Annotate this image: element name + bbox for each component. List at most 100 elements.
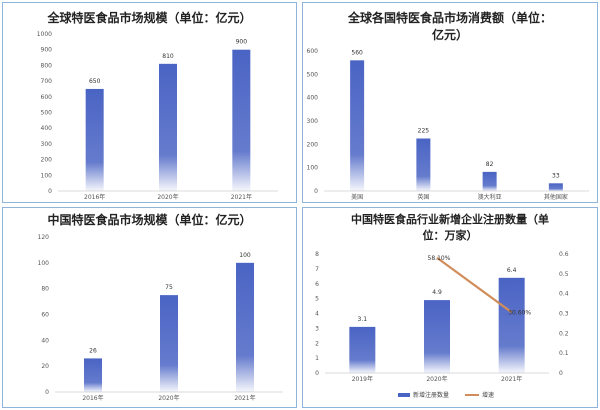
y-tick-label: 500: [41, 110, 53, 117]
bar: [498, 277, 525, 373]
line-value-label: 30.60%: [508, 309, 531, 316]
y-tick-label: 3: [315, 325, 319, 332]
chart-panel-global-market: 全球特医食品市场规模（单位：亿元） 0 100 200 300 400 500 600 700 8…: [2, 2, 297, 203]
y-tick-label: 600: [307, 48, 319, 55]
bar: [424, 300, 450, 373]
bar-value-label: 26: [89, 347, 97, 354]
y-tick-label: 100: [41, 172, 53, 179]
y-tick-label: 80: [41, 286, 49, 293]
y2-tick-label: 0: [559, 370, 563, 377]
bar-value-label: 3.1: [358, 316, 368, 323]
y-tick-label: 0: [315, 370, 319, 377]
y-tick-label: 700: [41, 78, 53, 85]
x-tick-label: 美国: [351, 193, 363, 201]
bar: [159, 63, 177, 191]
y2-tick-label: 0.1: [559, 350, 569, 357]
y2-tick-label: 0.4: [559, 291, 569, 298]
bar-value-label: 33: [552, 172, 560, 179]
chart-title: 全球各国特医食品市场消费额（单位：: [347, 10, 552, 25]
bar: [85, 88, 104, 191]
y-tick-label: 200: [307, 141, 319, 148]
y2-tick-label: 0.6: [559, 251, 569, 258]
bar-value-label: 100: [239, 252, 251, 259]
y-tick-label: 6: [315, 281, 319, 288]
bar-value-label: 225: [418, 128, 430, 135]
y-tick-label: 200: [41, 157, 53, 164]
chart-panel-china-registrations: 中国特医食品行业新增企业注册数量（单 位：万家） 0 1 2 3 4 5 6 7 8 3.1 4.9 6.…: [302, 207, 598, 408]
bar-value-label: 4.9: [432, 289, 442, 296]
y-tick-label: 8: [315, 251, 319, 258]
y-tick-label: 400: [41, 125, 53, 132]
y-tick-label: 20: [41, 363, 49, 370]
chart-panel-country-consumption: 全球各国特医食品市场消费额（单位： 亿元） 0 100 200 300 400 500 600 5…: [302, 2, 598, 203]
bar-value-label: 650: [89, 78, 101, 85]
line-value-label: 58.10%: [428, 255, 451, 262]
bar-value-label: 6.4: [507, 267, 517, 274]
bar-value-label: 75: [165, 284, 173, 291]
chart-title: 亿元）: [432, 27, 468, 42]
chart-panel-china-market: 中国特医食品市场规模（单位：亿元） 0 20 40 60 80 100 120 26 75 100 2…: [2, 207, 297, 408]
bar: [349, 326, 376, 373]
y-tick-label: 400: [307, 95, 319, 102]
y-tick-label: 5: [315, 296, 319, 303]
bar-value-label: 82: [486, 161, 494, 168]
y2-tick-label: 0.3: [559, 311, 569, 318]
bar: [416, 138, 431, 191]
y-tick-label: 500: [307, 71, 319, 78]
y2-tick-label: 0.5: [559, 271, 569, 278]
bar: [548, 183, 563, 191]
bar-value-label: 900: [236, 39, 248, 46]
bar: [84, 358, 102, 392]
x-tick-label: 2021年: [501, 375, 522, 383]
chart-title: 全球特医食品市场规模（单位：亿元）: [46, 10, 251, 25]
x-tick-label: 英国: [417, 193, 429, 201]
bar: [232, 49, 251, 192]
x-tick-label: 2016年: [84, 193, 105, 201]
x-tick-label: 2020年: [426, 375, 447, 383]
y-tick-label: 2: [315, 340, 319, 347]
bar: [482, 171, 497, 191]
y-tick-label: 300: [41, 141, 53, 148]
x-tick-label: 2016年: [82, 394, 103, 402]
legend-bar-label: 新增注册数量: [413, 391, 449, 399]
x-tick-label: 2019年: [352, 375, 373, 383]
y-tick-label: 100: [307, 165, 319, 172]
y-tick-label: 1: [315, 355, 319, 362]
chart-title: 中国特医食品市场规模（单位：亿元）: [47, 212, 251, 227]
y-tick-label: 600: [41, 94, 53, 101]
x-tick-label: 2020年: [158, 394, 179, 402]
y-tick-label: 4: [315, 311, 319, 318]
y-tick-label: 100: [38, 260, 50, 267]
y-tick-label: 1000: [37, 31, 52, 38]
bar: [236, 262, 254, 392]
chart-svg: 中国特医食品行业新增企业注册数量（单位：万家） 0 1 2 3 4 5 6 7 8 3.1 4.9 6.…: [315, 212, 569, 399]
x-tick-label: 澳大利亚: [478, 193, 502, 201]
chart-title: 位：万家）: [423, 228, 478, 242]
chart-title: 中国特医食品行业新增企业注册数量（单: [351, 212, 549, 226]
x-tick-label: 其他国家: [544, 193, 568, 201]
y-tick-label: 300: [307, 118, 319, 125]
y-tick-label: 60: [41, 312, 49, 319]
bar: [350, 60, 365, 192]
y-tick-label: 800: [41, 62, 53, 69]
chart-svg: 全球特医食品市场规模（单位：亿元） 0 100 200 300 400 500 600 700 8…: [37, 10, 278, 201]
legend-line-label: 增速: [482, 391, 494, 399]
bar-value-label: 560: [351, 49, 363, 56]
y-tick-label: 0: [45, 389, 49, 396]
y-tick-label: 40: [41, 337, 49, 344]
bar-value-label: 810: [162, 53, 174, 60]
y2-tick-label: 0.2: [559, 330, 569, 337]
y-tick-label: 0: [48, 188, 52, 195]
bar: [160, 295, 178, 392]
y-tick-label: 900: [41, 47, 53, 54]
y-tick-label: 120: [38, 234, 50, 241]
y-tick-label: 7: [315, 266, 319, 273]
chart-svg: 全球各国特医食品市场消费额（单位： 亿元） 0 100 200 300 400 500 600 5…: [307, 10, 589, 201]
x-tick-label: 2020年: [157, 193, 178, 201]
x-tick-label: 2021年: [231, 193, 252, 201]
growth-rate-line: [436, 256, 513, 314]
chart-svg: 中国特医食品市场规模（单位：亿元） 0 20 40 60 80 100 120 26 75 100 2…: [38, 212, 283, 402]
legend-bar-swatch: [398, 393, 410, 397]
x-tick-label: 2021年: [234, 394, 255, 402]
y-tick-label: 0: [314, 188, 318, 195]
